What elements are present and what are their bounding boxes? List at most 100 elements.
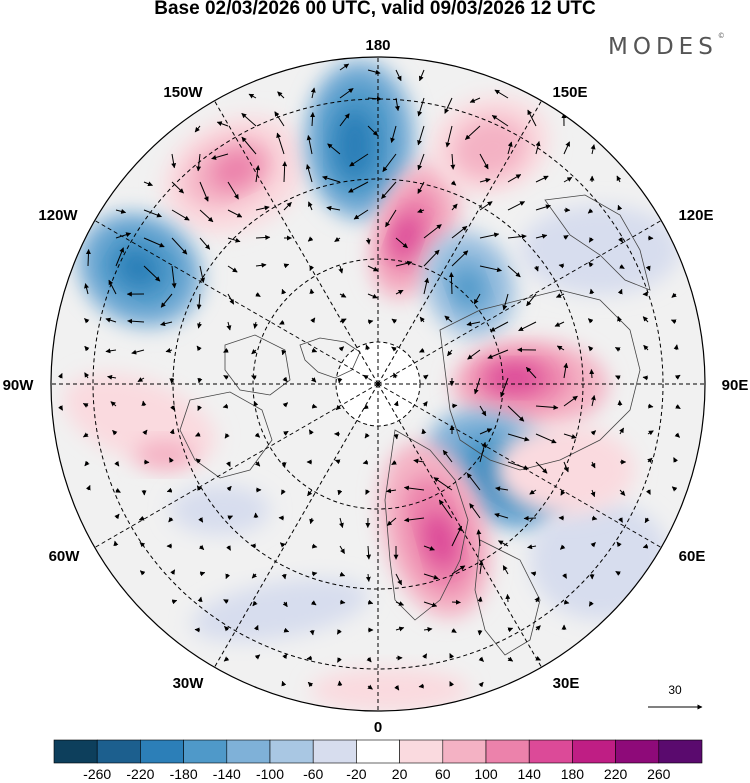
wind-vector	[250, 543, 257, 549]
wind-vector	[479, 405, 487, 417]
wind-vector	[671, 486, 678, 492]
anomaly-contour	[170, 485, 270, 535]
wind-vector	[449, 653, 455, 659]
wind-vector	[170, 405, 175, 411]
wind-vector	[422, 374, 429, 380]
wind-vector	[114, 513, 120, 520]
wind-vector	[227, 237, 241, 243]
latitude-circle	[92, 98, 664, 670]
wind-vector	[222, 403, 229, 409]
wind-vector	[403, 517, 425, 523]
wind-vector	[195, 431, 201, 437]
wind-vector	[588, 237, 594, 243]
wind-vector	[479, 232, 500, 239]
colorbar-tick-label: -220	[126, 766, 154, 782]
wind-vector	[614, 347, 621, 352]
anomaly-contour	[452, 117, 528, 179]
wind-vector	[588, 261, 594, 268]
wind-vector	[365, 344, 371, 351]
wind-vector	[395, 69, 402, 82]
meridian-line	[214, 100, 379, 385]
colorbar-tick-label: 140	[518, 766, 542, 782]
label-120w: 120W	[38, 207, 78, 224]
wind-vector	[254, 432, 261, 438]
wind-vector	[386, 517, 397, 526]
wind-vector	[194, 627, 201, 633]
colorbar-tick-label: 180	[561, 766, 585, 782]
wind-vector	[227, 515, 234, 521]
wind-vector	[507, 174, 522, 183]
wind-vector	[644, 517, 650, 524]
wind-vector	[530, 571, 537, 577]
wind-vector	[307, 489, 313, 497]
wind-vector	[255, 292, 261, 297]
wind-vector	[642, 543, 649, 549]
wind-vector	[473, 377, 481, 395]
label-60w: 60W	[49, 548, 81, 565]
wind-vector	[494, 512, 509, 519]
wind-vector	[535, 233, 548, 239]
wind-vector	[274, 111, 285, 127]
wind-vector	[670, 319, 677, 325]
wind-vector	[590, 144, 596, 155]
wind-vector	[337, 377, 343, 384]
wind-vector	[85, 249, 91, 267]
wind-vector	[535, 461, 548, 474]
wind-vector	[365, 573, 371, 582]
wind-vector	[394, 97, 400, 112]
wind-vector	[171, 209, 190, 221]
wind-vector	[466, 472, 481, 491]
colorbar-tick-label: -100	[256, 766, 284, 782]
wind-vector	[423, 277, 430, 295]
logo-text: MODES	[608, 34, 718, 60]
wind-vector	[421, 428, 427, 435]
wind-vector	[444, 97, 453, 114]
wind-vector	[615, 570, 621, 576]
wind-vector	[505, 593, 511, 603]
anomaly-contour	[530, 500, 670, 620]
wind-vector	[473, 293, 481, 305]
colorbar-swatch	[53, 739, 98, 764]
wind-vector	[107, 374, 117, 380]
wind-vector	[139, 542, 146, 548]
wind-vector	[283, 201, 292, 211]
wind-vector	[494, 89, 509, 99]
wind-vector	[334, 236, 341, 242]
colorbar-swatch	[312, 739, 357, 764]
wind-vector	[562, 573, 567, 579]
wind-vector	[617, 204, 623, 211]
colorbar-swatch	[96, 739, 141, 764]
wind-vector	[131, 349, 145, 355]
anomaly-contour	[520, 205, 680, 295]
colorbar-swatch	[269, 739, 314, 764]
colorbar-tick-label: 60	[435, 766, 451, 782]
wind-vector	[647, 457, 653, 463]
wind-vector	[391, 318, 398, 324]
wind-vector	[196, 345, 202, 352]
wind-vector	[590, 542, 596, 548]
wind-vector	[84, 372, 90, 379]
wind-vector	[170, 569, 176, 575]
wind-vector	[647, 430, 654, 436]
wind-vector	[507, 433, 530, 442]
wind-vector	[276, 132, 285, 155]
wind-vector	[589, 288, 595, 295]
wind-vector	[588, 345, 594, 352]
wind-vector	[196, 153, 202, 172]
wind-vector	[223, 656, 230, 662]
wind-vector	[642, 316, 649, 323]
wind-vector	[500, 377, 509, 398]
wind-vector	[535, 404, 559, 410]
wind-vector	[365, 489, 370, 495]
wind-vector	[535, 204, 551, 211]
wind-vector	[466, 321, 481, 327]
wind-vector	[194, 125, 201, 133]
wind-vector	[479, 265, 502, 273]
wind-vector	[674, 432, 680, 438]
wind-vector	[197, 405, 203, 411]
wind-vector	[335, 404, 342, 411]
label-90w: 90W	[3, 377, 35, 394]
wind-vector	[310, 317, 316, 324]
wind-vector	[619, 264, 625, 269]
